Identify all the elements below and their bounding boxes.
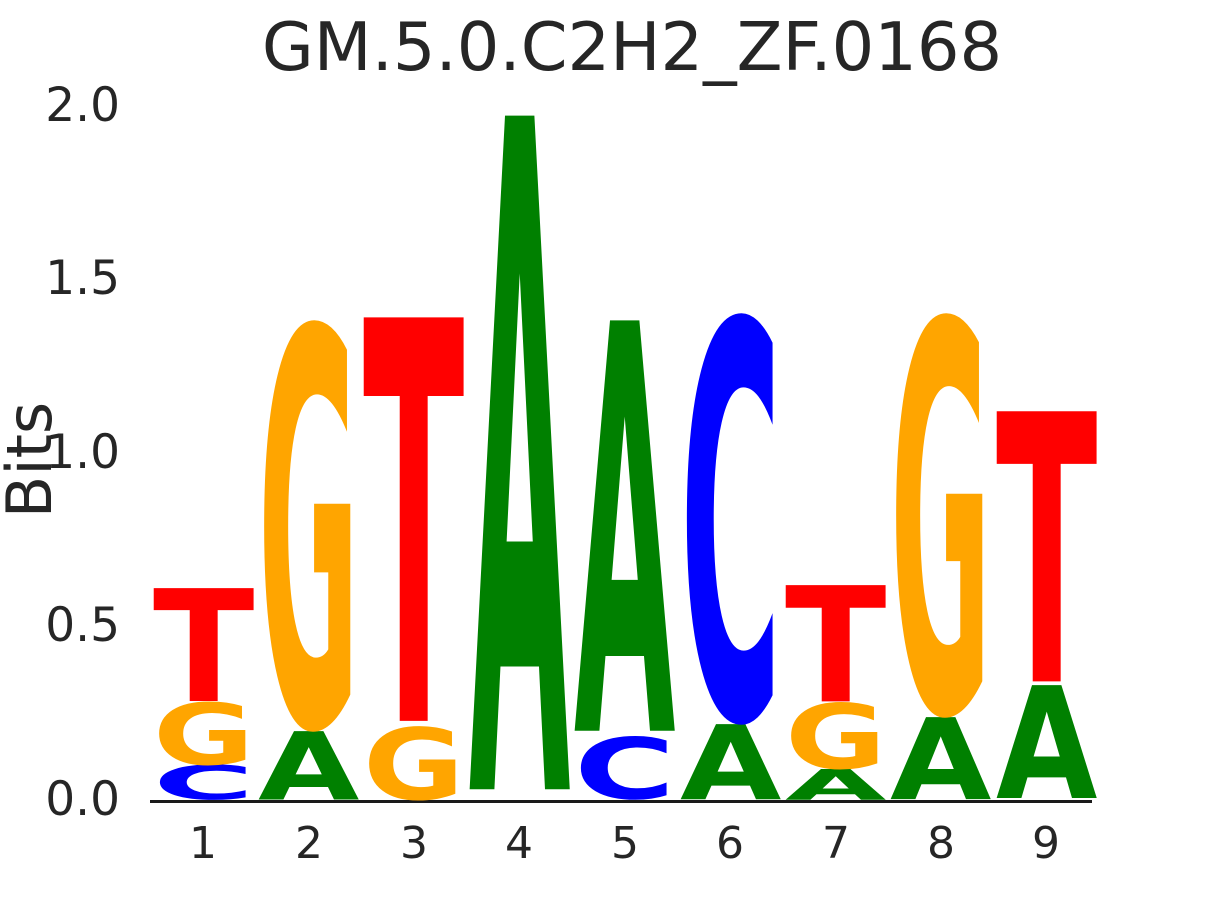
svg-text:A: A [680,703,782,824]
svg-text:G: G [258,220,359,854]
x-tick-1: 1 [189,818,217,869]
svg-text:G: G [153,686,254,785]
svg-text:A: A [890,695,991,826]
svg-text:A: A [574,209,676,864]
logo-letter-A-pos6: A [680,703,782,824]
logo-letter-T-pos3: T [363,209,465,853]
logo-letter-A-pos2: A [258,712,360,822]
logo-letter-A-pos5: A [574,209,676,864]
x-tick-7: 7 [822,818,850,869]
svg-text:T: T [363,209,465,853]
y-tick-0-0: 0.0 [45,772,120,827]
svg-text:A: A [785,760,886,809]
svg-text:G: G [890,216,991,838]
x-tick-5: 5 [611,818,639,869]
svg-text:A: A [258,712,360,822]
x-tick-3: 3 [400,818,428,869]
logo-letter-A-pos9: A [996,655,1097,835]
y-tick-2-0: 2.0 [45,78,120,133]
svg-text:G: G [785,686,886,789]
logo-letter-C-pos1: C [153,756,254,811]
y-tick-0-5: 0.5 [45,598,120,653]
x-tick-8: 8 [927,818,955,869]
x-tick-9: 9 [1032,818,1060,869]
logo-letter-G-pos2: G [258,220,359,854]
logo-letter-T-pos7: T [785,554,886,740]
svg-text:T: T [153,558,254,738]
logo-letter-A-pos7: A [785,760,886,809]
svg-text:A: A [469,0,571,900]
y-tick-1-5: 1.5 [45,251,120,306]
svg-text:C: C [153,756,254,811]
figure-title: GM.5.0.C2H2_ZF.0168 [261,8,1003,86]
x-tick-2: 2 [295,818,323,869]
svg-text:A: A [996,655,1097,835]
svg-text:T: T [785,554,886,740]
x-tick-6: 6 [716,818,744,869]
svg-text:T: T [996,338,1098,769]
logo-letter-G-pos7: G [785,686,886,789]
logo-letter-C-pos6: C [680,213,781,847]
logo-letter-G-pos3: G [363,708,464,823]
logo-letter-G-pos8: G [890,216,991,838]
logo-letter-A-pos8: A [890,695,991,826]
logo-letter-G-pos1: G [153,686,254,785]
logo-letter-T-pos9: T [996,338,1098,769]
logo-letter-A-pos4: A [469,0,571,900]
logo-letter-C-pos5: C [574,720,675,819]
svg-text:C: C [574,720,675,819]
logo-letter-T-pos1: T [153,558,254,738]
svg-text:G: G [363,708,464,823]
y-tick-1-0: 1.0 [45,425,120,480]
x-axis-line [150,800,1092,803]
svg-text:C: C [680,213,781,847]
x-tick-4: 4 [505,818,533,869]
